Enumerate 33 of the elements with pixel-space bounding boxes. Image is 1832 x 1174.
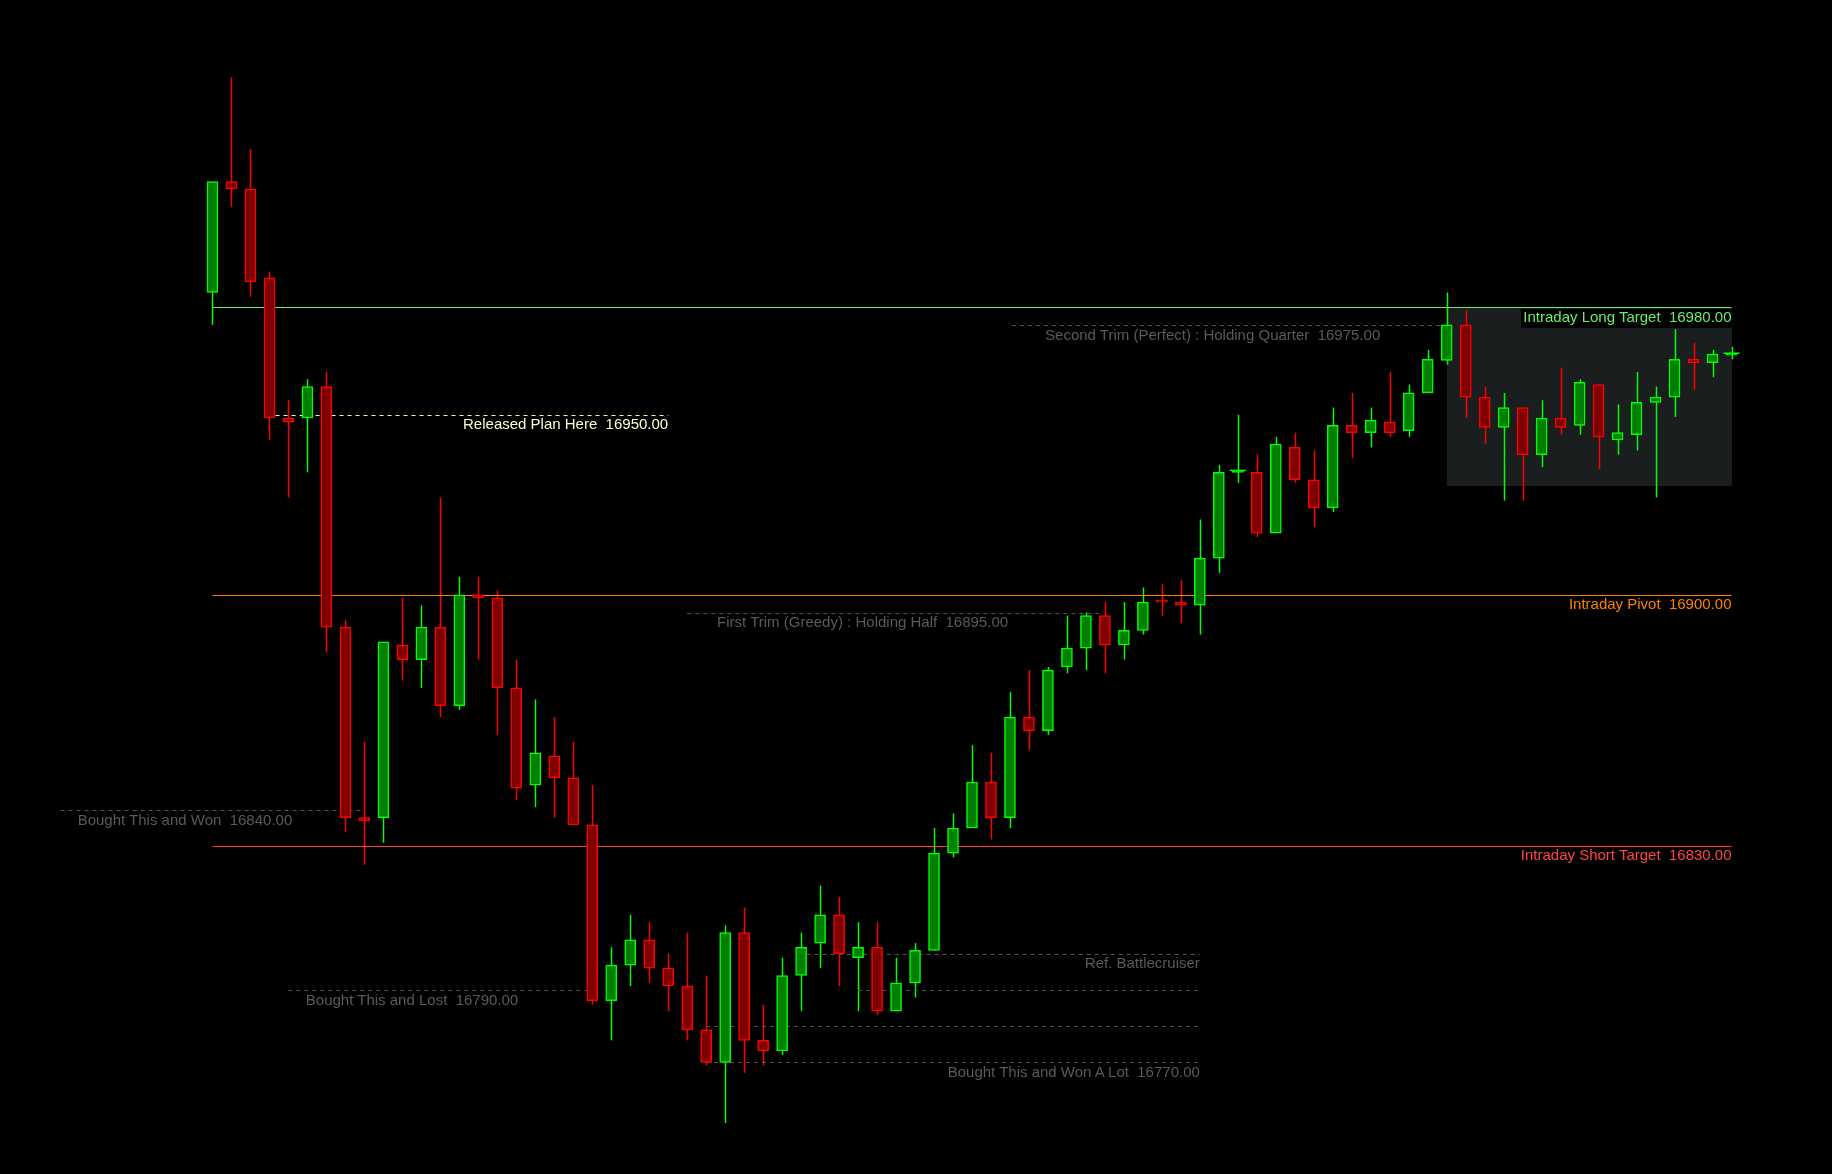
candlestick (1023, 669, 1035, 751)
ref-line-label: First Trim (Greedy) : Holding Half 16895.00 (717, 613, 1009, 631)
ref-line-label: Second Trim (Perfect) : Holding Quarter 16975.00 (1045, 325, 1381, 343)
candlestick (1706, 349, 1719, 378)
candlestick (1383, 371, 1396, 438)
candlestick (624, 914, 637, 987)
candlestick (947, 812, 959, 859)
candlestick (1364, 406, 1377, 449)
ref-line-label: Bought This and Won A Lot 16770.00 (947, 1062, 1200, 1080)
candlestick (548, 716, 561, 819)
candlestick (396, 597, 409, 682)
candlestick (1061, 614, 1073, 674)
candlestick (225, 76, 238, 208)
candlestick (1345, 392, 1358, 459)
candlestick (662, 952, 675, 1012)
ref-line-label: Bought This and Lost 16790.00 (305, 990, 519, 1008)
ref-line-label: Released Plan Here 16950.00 (463, 415, 669, 433)
ref-line-label: Bought This and Won 16840.00 (77, 810, 293, 828)
candlestick (1118, 601, 1130, 661)
candlestick (757, 1004, 769, 1067)
candlestick (472, 576, 485, 661)
candlestick (1611, 403, 1624, 456)
ref-line-label: Intraday Long Target 16980.00 (1523, 307, 1732, 325)
candlestick (1175, 579, 1187, 624)
candlestick (1554, 367, 1567, 436)
ref-line-label: Intraday Short Target 16830.00 (1520, 846, 1732, 864)
candlestick (358, 741, 371, 866)
candlestick (1649, 385, 1662, 499)
candlestick (852, 921, 864, 1012)
ref-line-label: Ref. Battlecruiser (1084, 954, 1200, 972)
candlestick (1497, 392, 1510, 502)
candlestick (282, 399, 295, 499)
ref-line-label: Intraday Pivot 16900.00 (1568, 595, 1732, 613)
